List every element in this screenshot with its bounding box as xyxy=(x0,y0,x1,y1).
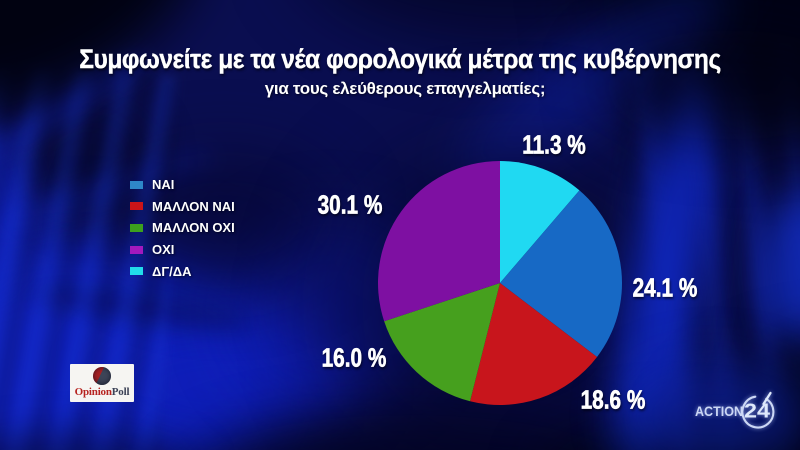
svg-text:24: 24 xyxy=(744,400,771,423)
svg-text:ACTION: ACTION xyxy=(695,404,743,419)
